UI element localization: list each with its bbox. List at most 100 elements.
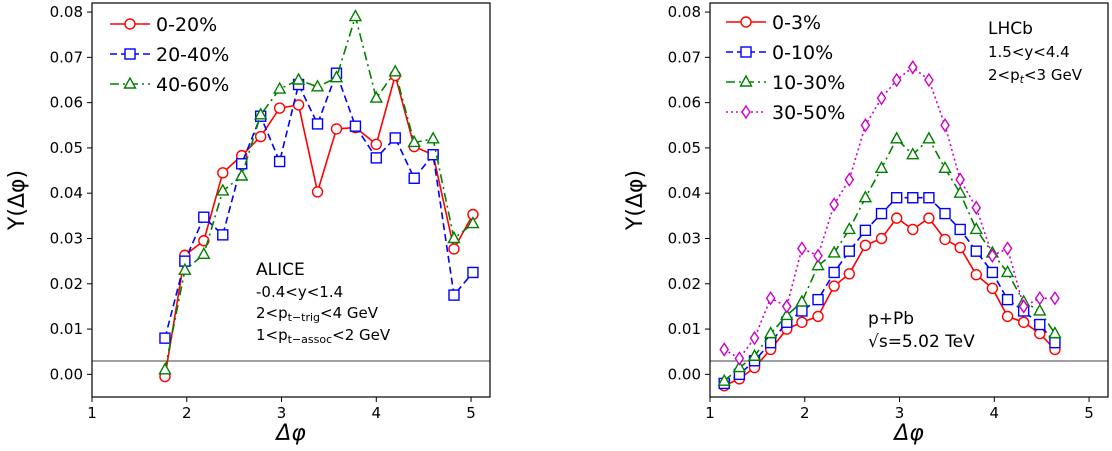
data-point (969, 221, 983, 235)
y-tick-label: 0.02 (668, 275, 701, 293)
x-tick-label: 5 (466, 404, 476, 422)
data-point (311, 118, 324, 130)
x-ticks: 1 2 3 4 5 (87, 397, 476, 422)
annotation-pt-assoc: 1<pt−assoc<2 GeV (256, 326, 391, 346)
y-tick-label: 0.06 (50, 94, 83, 112)
data-point (447, 231, 461, 244)
annotation-pt: 2<pt<3 GeV (988, 66, 1083, 86)
data-point (734, 351, 745, 366)
data-point (828, 280, 840, 292)
data-point (923, 192, 935, 204)
x-tick-label: 3 (895, 404, 905, 422)
data-point (272, 81, 287, 94)
series-line (723, 66, 1055, 360)
annotation-experiment: ALICE (256, 260, 305, 280)
data-point (1000, 265, 1015, 278)
data-point (860, 118, 871, 133)
series-line (164, 13, 474, 370)
data-point (198, 211, 210, 223)
y-tick-label: 0.05 (668, 139, 701, 157)
series-line (723, 137, 1056, 382)
data-point (370, 138, 382, 150)
data-point (159, 332, 171, 344)
data-point (954, 241, 966, 254)
data-point (987, 248, 998, 263)
data-point (829, 197, 839, 212)
legend-marker (740, 16, 752, 28)
data-point (749, 330, 760, 346)
data-point (858, 190, 873, 203)
data-point (158, 362, 172, 375)
y-tick-label: 0.06 (668, 94, 701, 112)
data-point (843, 268, 855, 280)
data-point (953, 185, 967, 198)
legend-marker (124, 18, 136, 30)
data-point (329, 70, 344, 83)
data-point (1017, 316, 1030, 328)
data-point (827, 245, 841, 258)
data-point (940, 118, 950, 133)
data-point (717, 373, 731, 386)
data-point (812, 310, 824, 323)
legend-marker (741, 104, 751, 120)
data-point (310, 79, 325, 92)
data-point (842, 221, 856, 235)
legend-label: 0-3% (772, 12, 821, 34)
data-point (906, 147, 920, 160)
y-tick-label: 0.03 (668, 229, 701, 247)
x-axis-label: Δφ (892, 421, 924, 446)
annotation-block: ALICE -0.4<y<1.4 2<pt−trig<4 GeV 1<pt−as… (256, 260, 391, 346)
data-point (1034, 318, 1046, 331)
data-point (924, 72, 934, 88)
data-point (923, 212, 935, 224)
data-point (1049, 336, 1061, 349)
data-point (765, 291, 776, 306)
data-point (1002, 241, 1013, 256)
data-point (216, 183, 230, 196)
x-ticks: 1 2 3 4 5 (705, 397, 1094, 422)
data-point (890, 212, 903, 224)
y-tick-label: 0.01 (50, 320, 83, 338)
data-point (812, 293, 824, 306)
annotation-system: p+Pb (868, 309, 914, 329)
data-point (780, 308, 794, 321)
data-point (796, 305, 808, 317)
data-point (889, 131, 904, 144)
series-line (164, 70, 474, 339)
legend-marker (124, 48, 136, 60)
data-point (369, 90, 383, 103)
legend-marker (740, 46, 752, 58)
annotation-rapidity: -0.4<y<1.4 (256, 283, 343, 301)
data-point (217, 229, 229, 241)
data-point (291, 72, 306, 85)
annotation-block: LHCb 1.5<y<4.4 2<pt<3 GeV p+Pb √s=5.02 T… (868, 19, 1083, 352)
legend-marker (739, 74, 753, 87)
data-point (796, 316, 808, 328)
data-point (907, 223, 919, 236)
data-point (217, 167, 229, 179)
x-tick-label: 5 (1084, 404, 1094, 422)
data-point (448, 243, 460, 255)
x-tick-label: 3 (277, 404, 287, 422)
annotation-pt-trig: 2<pt−trig<4 GeV (256, 304, 379, 324)
data-point (747, 348, 762, 361)
data-point (466, 216, 480, 229)
annotation-energy: √s=5.02 TeV (868, 332, 975, 352)
series-layer (158, 9, 480, 383)
data-point (797, 241, 807, 256)
legend-label: 20-40% (156, 44, 229, 66)
data-point (719, 342, 730, 357)
data-point (1033, 303, 1047, 316)
legend-marker (123, 76, 137, 89)
data-point (795, 294, 809, 307)
y-axis-label: Y(Δφ) (5, 170, 30, 231)
data-point (876, 90, 887, 106)
data-point (971, 200, 982, 215)
data-point (891, 72, 902, 88)
y-tick-label: 0.08 (50, 3, 83, 21)
data-point (922, 131, 936, 144)
y-tick-label: 0.05 (50, 139, 83, 157)
y-tick-label: 0.04 (50, 184, 83, 202)
